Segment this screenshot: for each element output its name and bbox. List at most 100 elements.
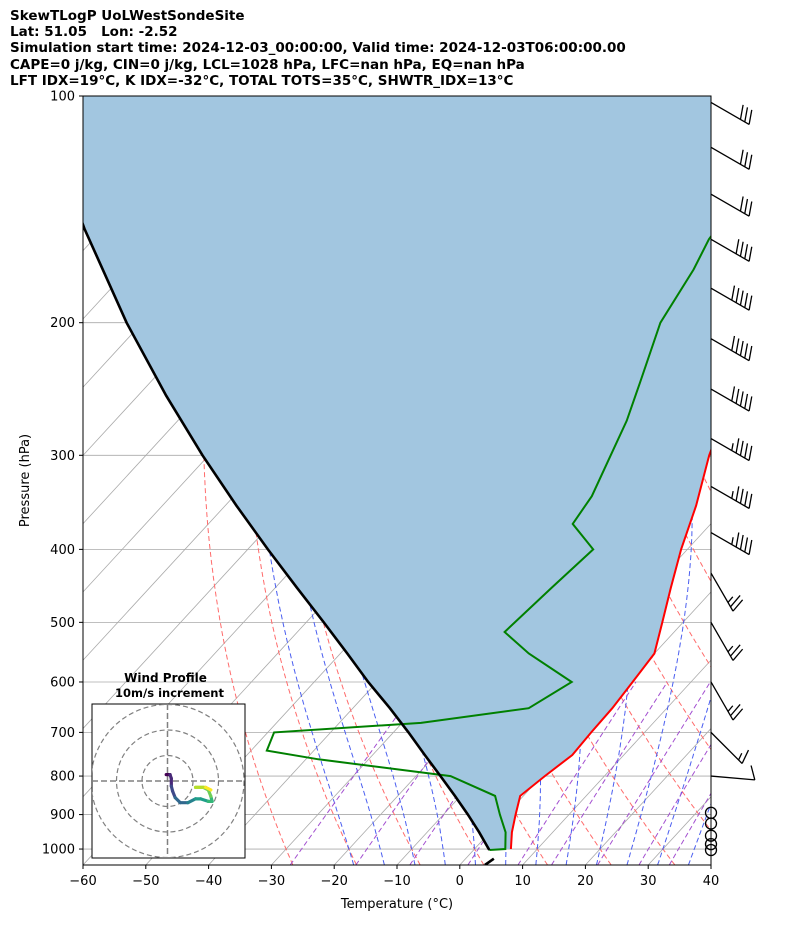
x-tick-label: −30 bbox=[258, 874, 285, 889]
station-location: Lat: 51.05 Lon: -2.52 bbox=[10, 24, 178, 41]
x-axis-label: Temperature (°C) bbox=[340, 897, 453, 912]
mixing-ratio-line bbox=[517, 681, 637, 865]
wind-barb-half-flag bbox=[727, 596, 734, 603]
wind-barb-flag bbox=[735, 438, 740, 454]
x-tick-label: 20 bbox=[577, 874, 594, 889]
wind-barb-flag bbox=[748, 345, 753, 361]
hodograph-title: Wind Profile bbox=[124, 671, 207, 685]
wind-barb-flag bbox=[731, 386, 736, 402]
wind-barb-flag bbox=[744, 152, 749, 167]
isotherm-line bbox=[585, 727, 711, 865]
wind-barb-staff bbox=[710, 572, 734, 612]
wind-barb-flag bbox=[744, 491, 749, 507]
wind-barb-staff bbox=[710, 238, 750, 262]
x-tick-label: −50 bbox=[132, 874, 159, 889]
wind-barb-flag bbox=[739, 290, 744, 306]
wind-barb-flag bbox=[735, 388, 740, 404]
wind-barb-flag bbox=[739, 440, 744, 456]
isotherm-line bbox=[710, 864, 711, 865]
x-tick-label: 0 bbox=[456, 874, 464, 889]
wind-barb-flag bbox=[730, 704, 741, 717]
chart-header: SkewTLogP UoLWestSondeSite Lat: 51.05 Lo… bbox=[10, 8, 626, 89]
mixing-ratio-line bbox=[597, 681, 711, 865]
wind-barb-calm bbox=[704, 829, 718, 842]
y-tick-label: 900 bbox=[50, 808, 75, 823]
mixing-ratio-line bbox=[551, 681, 668, 865]
moist-adiabat bbox=[657, 695, 711, 865]
wind-barb-flag bbox=[748, 154, 753, 170]
wind-barb-flag bbox=[744, 244, 749, 259]
wind-barb-staff bbox=[710, 775, 755, 781]
y-tick-label: 1000 bbox=[42, 843, 75, 858]
wind-barb bbox=[710, 731, 750, 764]
mixing-ratio-line bbox=[638, 743, 711, 865]
wind-barb-calm bbox=[704, 806, 718, 819]
mixing-ratio-line bbox=[289, 681, 422, 865]
y-axis-label: Pressure (hPa) bbox=[18, 434, 33, 527]
chart-title: SkewTLogP UoLWestSondeSite bbox=[10, 8, 245, 24]
wind-barb-staff bbox=[710, 681, 734, 721]
wind-barb-flag bbox=[739, 534, 744, 550]
wind-barb-flag bbox=[750, 765, 756, 781]
wind-barb-flag bbox=[739, 241, 744, 257]
wind-barb-half-flag bbox=[731, 491, 734, 499]
hodograph-subtitle: 10m/s increment bbox=[115, 686, 224, 700]
wind-barb-flag bbox=[748, 493, 753, 509]
wind-barb-flag bbox=[735, 287, 740, 303]
wind-barb-flag bbox=[748, 396, 753, 412]
wind-barb-calm bbox=[704, 837, 718, 851]
surface-parcel-tick bbox=[484, 857, 495, 865]
wind-barb bbox=[710, 386, 753, 412]
cin-shaded-area bbox=[83, 96, 711, 850]
wind-barb-flag bbox=[744, 107, 749, 123]
wind-barb-staff bbox=[710, 485, 750, 510]
wind-barb-flag bbox=[748, 246, 753, 262]
wind-barb-flag bbox=[748, 109, 753, 125]
wind-barb-flag bbox=[739, 340, 744, 356]
dry-adiabat bbox=[763, 96, 794, 865]
wind-barb-half-flag bbox=[731, 443, 734, 451]
moist-adiabat bbox=[750, 96, 794, 865]
y-tick-label: 300 bbox=[50, 449, 75, 464]
wind-barb bbox=[710, 238, 753, 262]
wind-barb-flag bbox=[739, 104, 744, 120]
wind-barb bbox=[710, 622, 744, 661]
x-tick-label: −10 bbox=[383, 874, 410, 889]
stability-parameters: CAPE=0 j/kg, CIN=0 j/kg, LCL=1028 hPa, L… bbox=[10, 56, 525, 73]
wind-barb bbox=[710, 532, 753, 556]
wind-barb-flag bbox=[735, 239, 740, 254]
x-tick-label: 40 bbox=[703, 874, 720, 889]
wind-barb-flag bbox=[730, 644, 741, 657]
wind-barb-flag bbox=[739, 488, 744, 504]
wind-barb-flag bbox=[739, 391, 744, 407]
wind-barb bbox=[710, 765, 756, 781]
wind-barb-flag bbox=[731, 285, 736, 301]
parcel-profile bbox=[83, 220, 491, 851]
temperature-profile bbox=[509, 447, 711, 850]
y-tick-label: 200 bbox=[50, 316, 75, 331]
wind-barb-flag bbox=[748, 445, 753, 461]
wind-barb-half-flag bbox=[727, 705, 734, 712]
wind-barb-flag bbox=[730, 595, 741, 608]
x-tick-label: −60 bbox=[69, 874, 96, 889]
x-tick-label: 30 bbox=[640, 874, 657, 889]
y-tick-label: 400 bbox=[50, 543, 75, 558]
dewpoint-profile bbox=[265, 234, 711, 851]
wind-barb bbox=[710, 101, 753, 126]
moist-adiabat bbox=[719, 96, 794, 865]
plot-area bbox=[83, 96, 794, 865]
wind-barb-calm bbox=[704, 843, 718, 857]
wind-barb-flag bbox=[741, 749, 750, 764]
wind-barb-flag bbox=[744, 443, 749, 459]
wind-barb bbox=[710, 193, 753, 217]
wind-barb-staff bbox=[710, 388, 750, 412]
wind-barb-staff bbox=[710, 731, 743, 764]
wind-barb-flag bbox=[735, 532, 740, 548]
x-tick-label: −40 bbox=[195, 874, 222, 889]
wind-barb bbox=[710, 146, 753, 170]
wind-barb bbox=[710, 485, 753, 510]
isotherm-line bbox=[522, 659, 711, 865]
wind-barb-half-flag bbox=[737, 752, 743, 761]
y-tick-label: 700 bbox=[50, 726, 75, 741]
